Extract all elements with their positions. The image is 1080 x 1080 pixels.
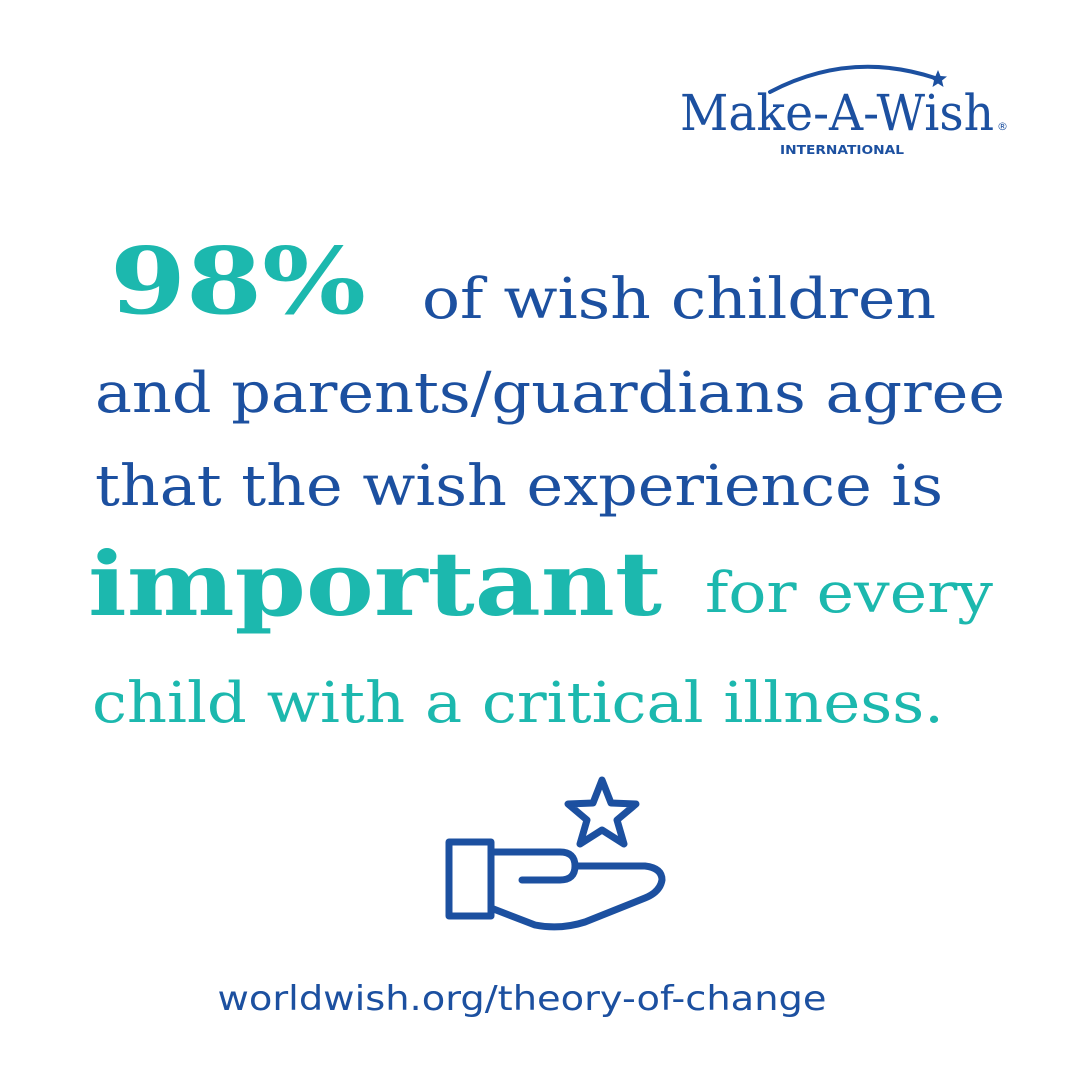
footer-url: worldwish.org/theory-of-change [218, 979, 827, 1019]
emphasis: important [88, 532, 662, 636]
logo-star [929, 70, 947, 87]
logo: Make-A-Wish ® INTERNATIONAL [680, 64, 1008, 157]
statement-line: child with a critical illness. [92, 671, 944, 736]
logo-subtitle: INTERNATIONAL [780, 143, 904, 157]
statement-line: of wish children [422, 267, 936, 332]
icon-hand [487, 848, 666, 931]
icon-cuff [445, 838, 495, 920]
statement-line: and parents/guardians agree [95, 361, 1005, 426]
statement-line: that the wish experience is [95, 454, 943, 519]
statement: 98% of wish children and parents/guardia… [88, 227, 1005, 736]
hand-star-icon [445, 776, 666, 931]
statement-line: for every [705, 561, 993, 626]
icon-star [564, 776, 640, 848]
logo-registered: ® [997, 120, 1008, 133]
logo-swoosh [768, 64, 937, 94]
stat: 98% [110, 227, 366, 335]
logo-name: Make-A-Wish [680, 84, 994, 142]
